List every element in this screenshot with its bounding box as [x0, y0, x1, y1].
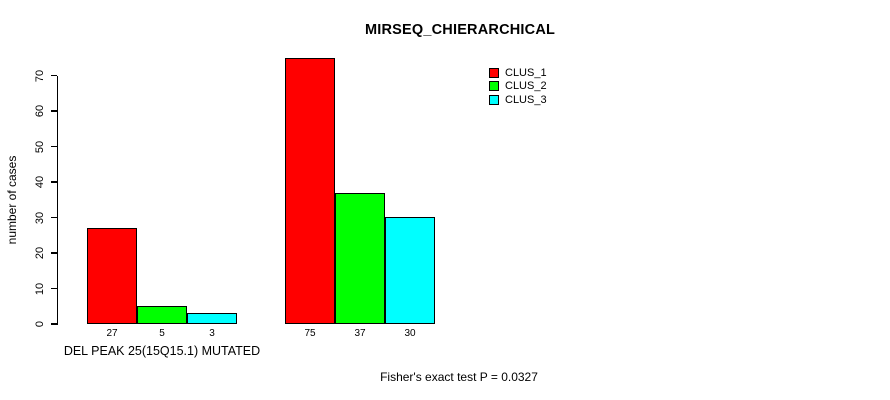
legend-row: CLUS_3 — [489, 93, 547, 107]
annotation-text: Fisher's exact test P = 0.0327 — [380, 370, 538, 384]
legend-swatch — [489, 67, 499, 78]
legend-row: CLUS_2 — [489, 80, 547, 94]
legend-swatch — [489, 81, 499, 92]
legend-label: CLUS_1 — [505, 66, 547, 79]
bar-value-label: 27 — [106, 328, 118, 339]
bar-clus_1 — [87, 228, 137, 324]
legend: CLUS_1 CLUS_2 CLUS_3 — [489, 66, 547, 107]
bar-value-label: 5 — [159, 328, 165, 339]
y-axis-tick-label: 0 — [34, 320, 46, 328]
bar-value-label: 3 — [209, 328, 215, 339]
bar-clus_2 — [137, 306, 187, 324]
y-axis-line — [57, 75, 59, 325]
legend-label: CLUS_3 — [505, 93, 547, 106]
legend-label: CLUS_2 — [505, 80, 547, 93]
bar-value-label: 75 — [304, 328, 316, 339]
legend-row: CLUS_1 — [489, 66, 547, 80]
legend-swatch — [489, 94, 499, 105]
y-axis-tick — [51, 216, 57, 219]
x-axis-group-label: DEL PEAK 25(15Q15.1) MUTATED — [63, 344, 261, 358]
bar-value-label: 37 — [354, 328, 366, 339]
y-axis-tick — [51, 323, 57, 325]
bar-clus_2 — [335, 193, 385, 324]
y-axis-tick — [51, 252, 57, 254]
bar-clus_1 — [285, 58, 335, 324]
y-axis-tick — [51, 110, 57, 112]
y-axis-tick — [51, 287, 57, 290]
y-axis-tick — [51, 181, 57, 183]
y-axis-tick-label: 40 — [34, 175, 46, 189]
y-axis-tick-label: 20 — [34, 246, 46, 260]
bar-value-label: 30 — [404, 328, 416, 339]
y-axis-tick — [51, 145, 57, 148]
chart-title: MIRSEQ_CHIERARCHICAL — [364, 22, 556, 38]
bar-clus_3 — [385, 217, 435, 324]
y-axis-tick-label: 70 — [34, 69, 46, 82]
y-axis-tick-label: 30 — [34, 211, 46, 224]
y-axis-tick-label: 60 — [34, 104, 46, 118]
y-axis-tick-label: 50 — [34, 140, 46, 153]
y-axis-tick-label: 10 — [34, 282, 46, 295]
y-axis-tick — [51, 74, 57, 77]
bar-clus_3 — [187, 313, 237, 324]
